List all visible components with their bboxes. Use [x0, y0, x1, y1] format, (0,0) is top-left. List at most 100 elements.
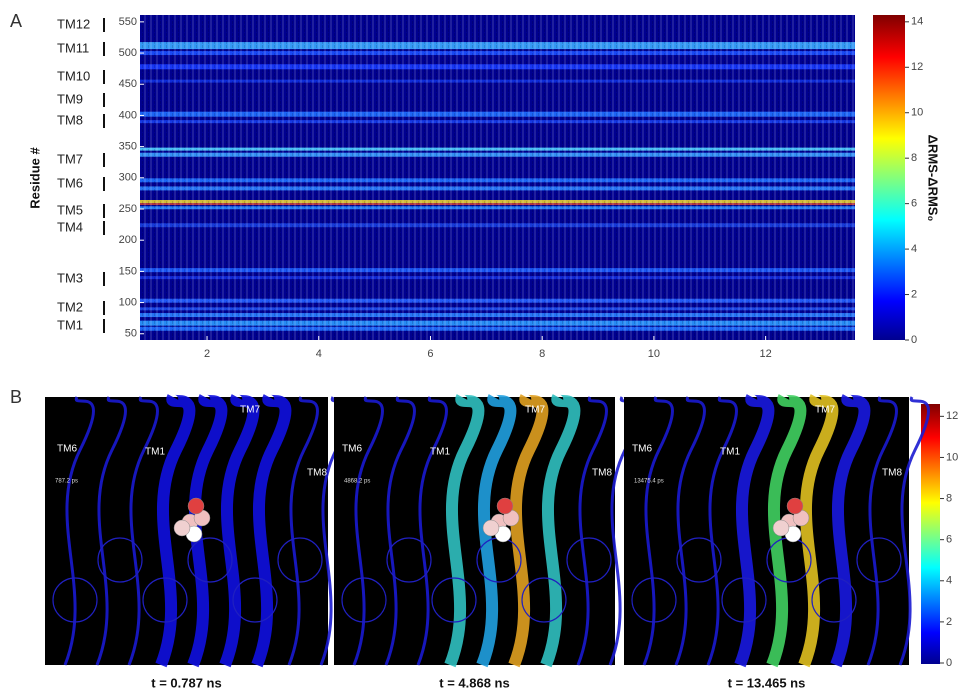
helix-label: TM1	[720, 447, 740, 458]
helix	[734, 393, 775, 668]
helix-label: TM8	[882, 468, 902, 479]
y-tick-label: 550	[119, 16, 137, 28]
colorbar-tick-label: 6	[946, 534, 952, 546]
tm-label: TM8	[57, 112, 83, 127]
helix	[642, 396, 674, 666]
loop	[811, 577, 857, 623]
snapshot: TM6 TM1 TM7 TM8 4868.2 ps	[334, 393, 640, 668]
caption: t = 4.868 ns	[439, 675, 509, 690]
loop	[631, 577, 677, 623]
colorbar	[873, 15, 905, 340]
helix-label: TM1	[145, 447, 165, 458]
y-tick-label: 150	[119, 265, 137, 277]
helix	[352, 396, 384, 666]
caption: t = 13.465 ns	[728, 675, 806, 690]
heatmap	[140, 15, 855, 340]
helix-label: TM8	[592, 468, 612, 479]
y-axis-label: Residue #	[27, 147, 42, 209]
helix	[540, 393, 581, 668]
helix-label: TM6	[632, 444, 652, 455]
helix	[187, 393, 228, 668]
helix	[127, 396, 159, 666]
time-label: 787.2 ps	[55, 479, 78, 485]
colorbar-tick-label: 6	[911, 198, 917, 210]
helix-label: TM1	[430, 447, 450, 458]
x-tick-label: 8	[539, 348, 545, 360]
y-tick-label: 450	[119, 78, 137, 90]
helix-label: TM7	[815, 405, 835, 416]
y-tick-label: 350	[119, 141, 137, 153]
tm-label: TM7	[57, 151, 83, 166]
tm-label: TM1	[57, 317, 83, 332]
colorbar-tick-label: 2	[946, 616, 952, 628]
loop	[52, 577, 98, 623]
x-tick-label: 12	[760, 348, 772, 360]
helix	[830, 393, 871, 668]
colorbar-tick-label: 2	[911, 288, 917, 300]
colorbar-tick-label: 14	[911, 16, 923, 28]
colorbar-label: ΔRMS-ΔRMS₀	[926, 135, 941, 222]
x-tick-label: 4	[316, 348, 322, 360]
y-tick-label: 500	[119, 47, 137, 59]
tm-label: TM6	[57, 175, 83, 190]
snapshot: TM6 TM1 TM7 TM8 13475.4 ps	[624, 393, 930, 668]
loop	[142, 577, 188, 623]
tm-label: TM3	[57, 270, 83, 285]
helix	[384, 396, 416, 666]
helix-label: TM6	[342, 444, 362, 455]
colorbar-tick-label: 10	[911, 107, 923, 119]
helix	[508, 393, 549, 668]
colorbar-tick-label: 10	[946, 451, 958, 463]
loop	[386, 537, 432, 583]
loop	[431, 577, 477, 623]
loop	[187, 537, 233, 583]
colorbar-tick-label: 8	[911, 152, 917, 164]
y-tick-label: 200	[119, 234, 137, 246]
helix-label: TM7	[525, 405, 545, 416]
colorbar-tick-label: 12	[946, 410, 958, 422]
heat-texture	[140, 15, 855, 340]
helix-label: TM8	[307, 468, 327, 479]
helix	[866, 396, 898, 666]
ligand-atom	[772, 519, 790, 537]
tm-label: TM9	[57, 91, 83, 106]
helix	[898, 396, 930, 666]
helix	[251, 393, 292, 668]
tm-label: TM5	[57, 202, 83, 217]
colorbar-tick-label: 4	[946, 575, 952, 587]
panel-label: B	[10, 387, 22, 407]
helix-label: TM7	[240, 405, 260, 416]
loop	[277, 537, 323, 583]
ligand-atom	[496, 497, 514, 515]
tm-label: TM11	[57, 40, 89, 55]
loop	[232, 577, 278, 623]
helix	[798, 393, 839, 668]
colorbar-tick-label: 0	[946, 657, 952, 669]
caption: t = 0.787 ns	[151, 675, 221, 690]
helix	[416, 396, 448, 666]
tm-label: TM2	[57, 299, 83, 314]
helix	[219, 393, 260, 668]
helix-label: TM6	[57, 444, 77, 455]
colorbar-tick-label: 0	[911, 334, 917, 346]
helix	[576, 396, 608, 666]
helix	[674, 396, 706, 666]
y-tick-label: 100	[119, 296, 137, 308]
y-tick-label: 400	[119, 109, 137, 121]
time-label: 4868.2 ps	[344, 479, 370, 485]
helix	[287, 396, 319, 666]
ligand-atom	[482, 519, 500, 537]
tm-label: TM4	[57, 219, 83, 234]
y-tick-label: 50	[125, 328, 137, 340]
x-tick-label: 10	[648, 348, 660, 360]
helix	[444, 393, 485, 668]
colorbar	[921, 404, 940, 664]
colorbar-tick-label: 8	[946, 492, 952, 504]
loop	[566, 537, 612, 583]
y-tick-label: 300	[119, 172, 137, 184]
helix	[476, 393, 517, 668]
panel-label: A	[10, 11, 22, 31]
tm-label: TM10	[57, 68, 90, 83]
loop	[721, 577, 767, 623]
